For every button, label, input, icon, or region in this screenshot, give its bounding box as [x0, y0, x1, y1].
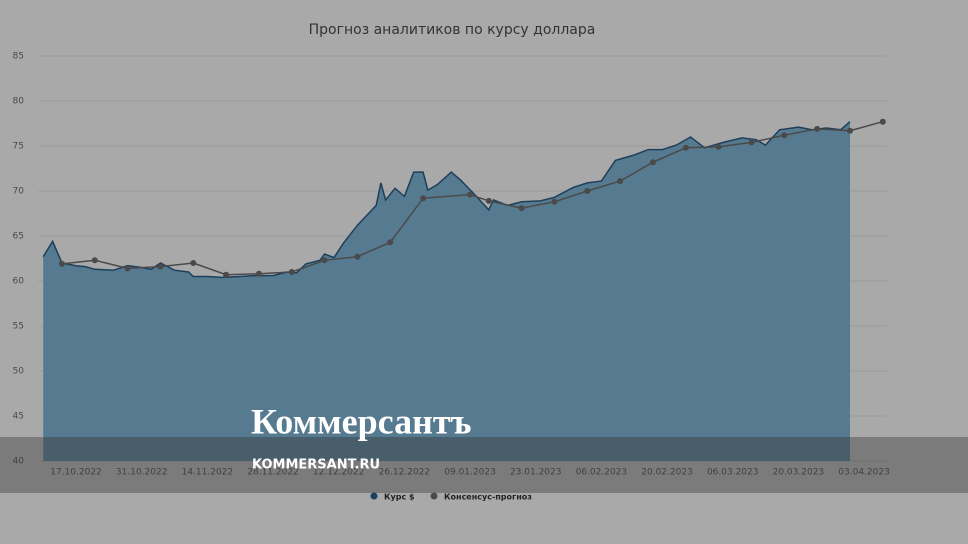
marker: [781, 132, 788, 139]
marker: [321, 257, 328, 264]
watermark-logo: Коммерсантъ: [251, 401, 472, 441]
x-tick-label: 28.11.2022: [247, 468, 299, 478]
marker: [649, 159, 656, 166]
marker: [551, 198, 558, 205]
y-tick-label: 65: [13, 232, 24, 242]
x-tick-label: 23.01.2023: [510, 468, 562, 478]
legend-label: Курс $: [384, 493, 415, 502]
y-tick-label: 40: [13, 457, 25, 467]
marker: [223, 271, 230, 278]
marker: [715, 143, 722, 150]
line: [42, 121, 851, 279]
marker: [387, 239, 394, 246]
marker: [846, 127, 853, 134]
marker: [190, 260, 197, 266]
x-tick-label: 03.04.2023: [838, 468, 890, 478]
line: [61, 120, 883, 276]
x-tick-label: 20.02.2023: [641, 468, 693, 478]
watermark-band: [0, 437, 968, 493]
y-tick-label: 80: [13, 97, 25, 107]
marker: [879, 118, 886, 125]
x-tick-label: 20.03.2023: [773, 468, 825, 478]
marker: [58, 260, 65, 267]
x-tick-label: 31.10.2022: [116, 468, 168, 478]
legend-swatch: [370, 492, 378, 500]
marker: [682, 144, 689, 151]
legend-swatch: [430, 492, 438, 500]
x-tick-label: 12.12.2022: [313, 468, 365, 478]
marker: [485, 197, 492, 204]
x-tick-label: 06.02.2023: [576, 468, 628, 478]
marker: [814, 125, 821, 132]
x-tick-label: 17.10.2022: [50, 468, 102, 478]
x-tick-label: 09.01.2023: [444, 468, 496, 478]
y-tick-label: 55: [13, 322, 24, 332]
marker: [518, 205, 525, 212]
marker: [91, 257, 98, 264]
marker: [584, 188, 591, 194]
x-tick-label: 06.03.2023: [707, 468, 759, 478]
x-tick-label: 26.12.2022: [379, 468, 431, 478]
y-tick-label: 85: [13, 52, 24, 62]
watermark-url: KOMMERSANT.RU: [252, 458, 380, 473]
y-tick-label: 45: [13, 412, 24, 422]
marker: [157, 263, 164, 270]
y-tick-label: 75: [13, 142, 24, 152]
y-tick-label: 60: [13, 277, 25, 287]
marker: [124, 265, 131, 272]
marker: [255, 270, 262, 277]
chart-title: Прогноз аналитиков по курсу доллара: [309, 22, 596, 38]
marker: [420, 195, 427, 202]
marker: [288, 269, 295, 275]
plot: 40 45 50 55 60 65 70 75 80 85 17.10.2022 31.10.2022…: [13, 52, 890, 502]
x-tick-label: 14.11.2022: [182, 468, 234, 478]
marker: [354, 253, 361, 260]
y-tick-label: 70: [13, 187, 25, 197]
y-tick-label: 50: [13, 367, 25, 377]
marker: [467, 191, 474, 198]
area: [43, 121, 850, 461]
legend-label: Консенсус-прогноз: [444, 493, 532, 502]
marker: [617, 178, 624, 185]
marker: [748, 139, 755, 146]
